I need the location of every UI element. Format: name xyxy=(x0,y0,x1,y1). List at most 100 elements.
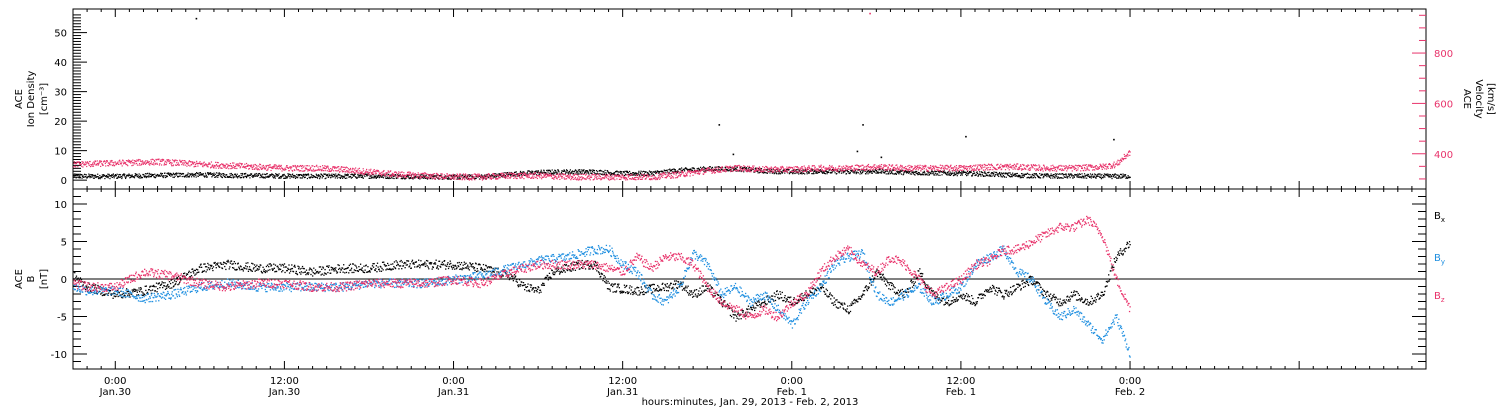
data-point xyxy=(869,166,871,168)
data-point xyxy=(211,176,213,178)
data-point xyxy=(181,159,183,162)
data-point xyxy=(635,174,637,176)
data-point xyxy=(654,171,656,173)
data-point xyxy=(985,173,987,175)
data-point xyxy=(946,171,949,174)
data-point xyxy=(1088,175,1090,177)
data-point xyxy=(1075,174,1078,176)
data-point xyxy=(784,172,786,174)
data-point xyxy=(898,169,900,171)
data-point xyxy=(604,177,606,179)
data-point xyxy=(396,174,399,176)
data-point xyxy=(867,173,869,175)
data-point xyxy=(225,163,227,165)
data-point xyxy=(190,174,192,176)
data-point xyxy=(949,173,951,175)
data-point xyxy=(205,175,207,177)
data-point xyxy=(360,175,362,177)
data-point xyxy=(1034,177,1037,179)
data-point xyxy=(722,167,724,169)
data-point xyxy=(851,165,854,167)
data-point xyxy=(873,170,876,172)
data-point xyxy=(221,167,223,169)
data-point xyxy=(319,166,322,168)
data-point xyxy=(1017,163,1019,165)
data-point xyxy=(425,175,427,177)
data-point xyxy=(130,176,132,178)
data-point xyxy=(790,166,793,169)
data-point xyxy=(929,168,931,170)
data-point xyxy=(279,168,281,170)
data-point xyxy=(1058,173,1061,175)
data-point xyxy=(840,170,842,172)
data-point xyxy=(1062,165,1064,167)
data-point xyxy=(716,166,718,168)
data-point xyxy=(274,177,276,179)
data-point xyxy=(214,165,216,167)
data-point xyxy=(301,174,303,176)
data-point xyxy=(378,173,380,175)
data-point xyxy=(257,174,259,177)
data-point xyxy=(793,168,796,170)
data-point xyxy=(956,171,958,174)
data-point xyxy=(580,179,582,181)
data-point xyxy=(1017,174,1020,176)
data-point xyxy=(541,178,543,180)
data-point xyxy=(686,173,688,176)
data-point xyxy=(791,170,793,173)
data-point xyxy=(920,170,922,172)
data-point xyxy=(575,178,577,180)
data-point xyxy=(93,177,95,179)
data-point xyxy=(90,174,92,176)
data-point xyxy=(285,166,287,168)
data-point xyxy=(767,171,769,173)
data-point xyxy=(659,170,661,173)
data-point xyxy=(630,178,632,180)
data-point xyxy=(875,167,878,169)
data-point xyxy=(596,175,598,178)
data-point xyxy=(430,174,432,176)
data-point xyxy=(282,174,284,176)
data-point xyxy=(195,176,197,178)
data-point xyxy=(311,174,313,176)
data-point xyxy=(230,172,232,175)
data-point xyxy=(242,166,244,168)
data-point xyxy=(641,171,643,173)
data-point xyxy=(737,170,739,172)
data-point xyxy=(902,173,905,175)
data-point xyxy=(467,178,470,180)
data-point xyxy=(555,170,557,172)
data-point xyxy=(274,165,276,167)
data-point xyxy=(376,169,378,171)
data-point xyxy=(1021,175,1023,177)
data-point xyxy=(1085,169,1087,172)
data-point xyxy=(958,170,960,172)
data-point xyxy=(780,168,782,170)
data-point xyxy=(560,176,563,178)
data-point xyxy=(233,176,235,178)
data-point xyxy=(681,172,683,174)
data-point xyxy=(939,174,941,176)
data-point xyxy=(75,174,77,177)
data-point xyxy=(510,171,512,174)
data-point xyxy=(513,171,516,174)
data-point xyxy=(287,167,289,169)
data-point xyxy=(259,163,262,166)
data-point xyxy=(549,170,551,172)
data-point xyxy=(239,175,241,177)
data-point xyxy=(390,175,392,177)
data-point xyxy=(677,171,679,173)
data-point xyxy=(724,168,726,170)
data-point xyxy=(108,173,110,176)
data-point xyxy=(766,166,768,168)
data-point xyxy=(1122,175,1125,177)
data-point xyxy=(744,165,746,168)
data-point xyxy=(266,164,268,167)
data-point xyxy=(992,174,994,176)
data-point xyxy=(693,171,695,173)
data-point xyxy=(765,168,767,171)
data-point xyxy=(736,165,738,167)
data-point xyxy=(788,173,791,175)
data-point xyxy=(843,167,845,169)
